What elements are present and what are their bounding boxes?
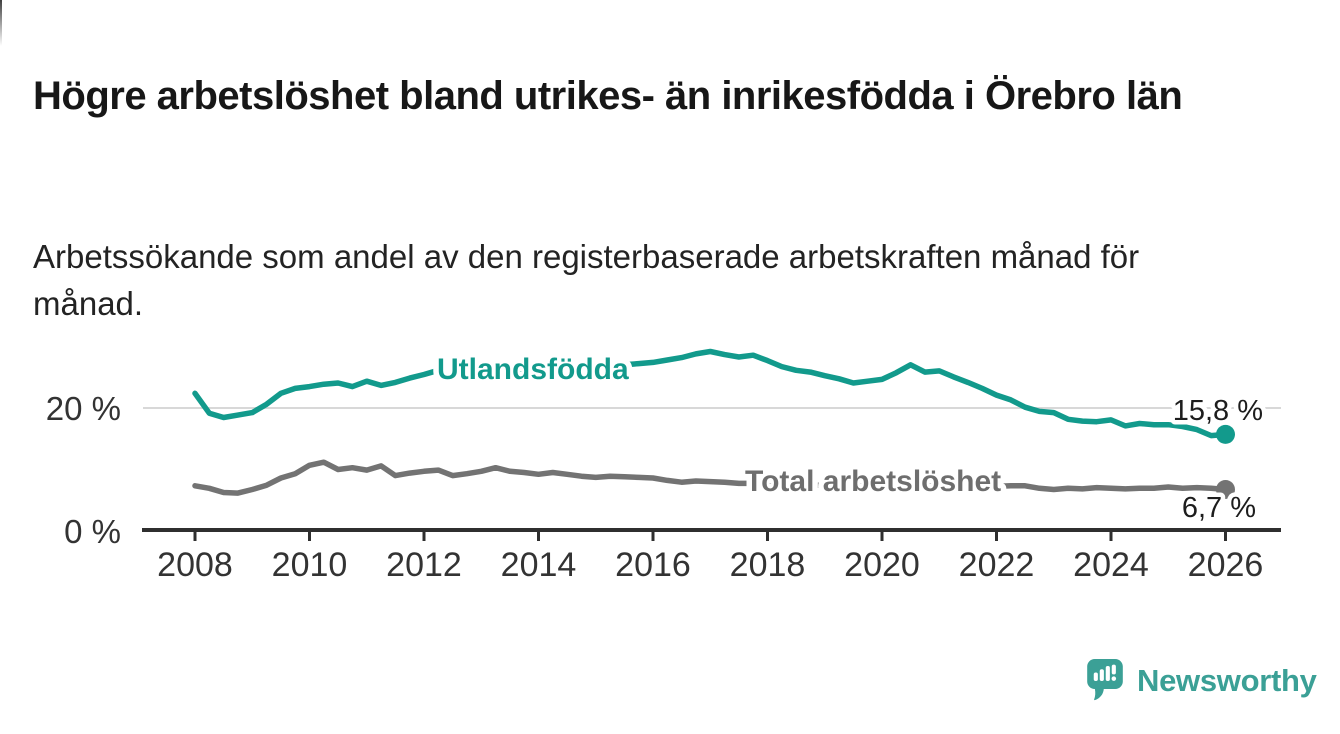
end-value-label-foreign-born: 15,8 % [1173,395,1263,427]
end-dot-total-unemployment [1216,480,1235,499]
screen-edge-artifact [0,0,2,46]
x-axis-label-2024: 2024 [1073,546,1149,584]
series-label-total-unemployment: Total arbetslöshet [745,465,1001,498]
x-axis-label-2018: 2018 [730,546,806,584]
newsworthy-logo: Newsworthy [1086,658,1317,703]
newsworthy-logo-text: Newsworthy [1137,662,1317,698]
x-axis-label-2026: 2026 [1188,546,1264,584]
line-total-unemployment [192,459,1229,496]
x-axis-label-2016: 2016 [615,546,691,584]
x-axis-label-2022: 2022 [959,546,1035,584]
x-axis-label-2012: 2012 [386,546,462,584]
bar-chart-speech-bubble-icon [1087,658,1123,701]
x-axis-label-2010: 2010 [272,546,348,584]
chart-subtitle: Arbetssökande som andel av den registerb… [33,238,1140,322]
y-axis-label-0: 0 % [64,513,121,550]
x-axis-label-2020: 2020 [844,546,920,584]
end-value-label-total-unemployment: 6,7 % [1182,492,1256,524]
chart-title: Högre arbetslöshet bland utrikes- än inr… [33,73,1183,118]
end-dot-foreign-born [1216,424,1235,444]
series-label-foreign-born: Utlandsfödda [437,353,629,386]
x-axis-label-2014: 2014 [501,546,577,584]
x-axis-labels: 2008 2010 2012 2014 2016 2018 2020 2022 2024 2026 [157,546,1263,584]
x-axis-label-2008: 2008 [157,546,233,584]
line-foreign-born [192,348,1229,439]
y-axis-label-20: 20 % [46,390,121,427]
x-axis-ticks [193,530,1227,541]
